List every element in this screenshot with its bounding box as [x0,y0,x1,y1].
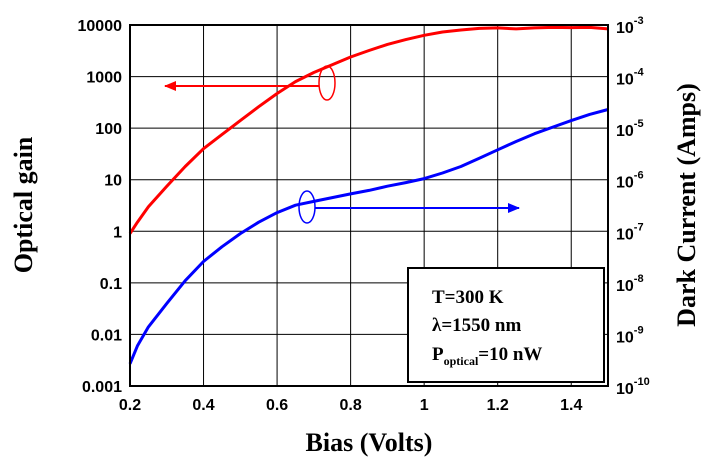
y2-tick-base: 10 [616,20,634,37]
temperature-label: T=300 K [432,287,504,308]
x-tick-label: 0.6 [266,397,288,414]
conditions-box: T=300 K λ=1550 nm Poptical=10 nW [407,267,605,383]
x-tick-label: 0.8 [339,397,361,414]
x-tick-labels: 0.2 0.4 0.6 0.8 1 1.2 1.4 [119,397,583,414]
y2-tick-exponent: -8 [634,273,644,285]
y-tick-label: 0.001 [82,379,122,396]
y2-tick-base: 10 [616,175,634,192]
plot-area-frame [129,24,609,387]
y-tick-label: 1000 [86,70,122,87]
y2-tick-exponent: -9 [634,324,644,336]
y2-tick-label: 10-8 [616,273,644,295]
y2-tick-base: 10 [616,123,634,140]
y2-tick-exponent: -6 [634,170,644,182]
y2-axis-title: Dark Current (Amps) [672,83,701,327]
y2-tick-label: 10-5 [616,118,644,140]
gain-curve-marker-ellipse [318,65,336,101]
y-tick-label: 0.1 [100,276,122,293]
x-tick-label: 1.2 [487,397,509,414]
y-tick-label: 0.01 [91,327,122,344]
y2-tick-label: 10-3 [616,15,644,37]
y-tick-label: 100 [95,121,122,138]
x-tick-label: 0.4 [192,397,214,414]
y2-tick-label: 10-4 [616,67,644,89]
optical-gain-series-line [128,25,609,235]
y2-tick-label: 10-9 [616,324,644,346]
grid-lines [130,25,608,386]
y2-tick-base: 10 [616,329,634,346]
x-tick-label: 1 [420,397,429,414]
y2-tick-base: 10 [616,278,634,295]
wavelength-label: λ=1550 nm [432,315,521,336]
y2-tick-base: 10 [616,381,634,398]
current-curve-marker-ellipse [298,190,316,224]
y2-tick-label: 10-7 [616,221,644,243]
y-tick-label: 10000 [78,18,123,35]
y2-tick-base: 10 [616,226,634,243]
optical-power-symbol: P [432,344,444,365]
y2-tick-base: 10 [616,72,634,89]
y2-tick-exponent: -10 [634,376,650,388]
x-tick-label: 0.2 [119,397,141,414]
x-tick-label: 1.4 [560,397,582,414]
y2-tick-exponent: -3 [634,15,644,27]
y2-tick-exponent: -7 [634,221,644,233]
y-axis-title: Optical gain [9,136,38,273]
x-axis-title: Bias (Volts) [306,428,433,457]
optical-power-value: =10 nW [478,344,542,365]
y-tick-label: 10 [104,173,122,190]
dark-current-series-line [128,108,609,365]
y2-tick-exponent: -4 [634,67,645,79]
y2-tick-exponent: -5 [634,118,644,130]
optical-power-label: Poptical=10 nW [432,344,542,368]
y-tick-labels: 0.001 0.01 0.1 1 10 100 1000 10000 [78,18,123,396]
series-layer [128,25,609,365]
y2-tick-label: 10-10 [616,376,650,398]
optical-power-subscript: optical [444,354,479,368]
y-tick-label: 1 [113,224,122,241]
y2-tick-label: 10-6 [616,170,644,192]
